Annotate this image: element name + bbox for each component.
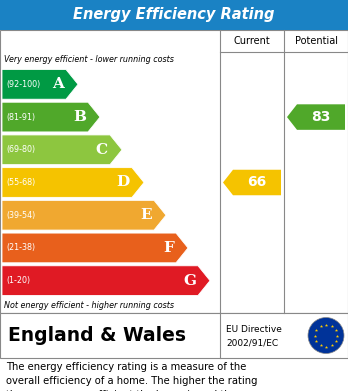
Text: B: B: [73, 110, 86, 124]
Polygon shape: [2, 70, 78, 99]
Text: Very energy efficient - lower running costs: Very energy efficient - lower running co…: [4, 55, 174, 64]
Text: Potential: Potential: [294, 36, 338, 46]
Text: (69-80): (69-80): [6, 145, 35, 154]
Polygon shape: [2, 102, 100, 132]
Text: (81-91): (81-91): [6, 113, 35, 122]
Text: the more energy efficient the home is and the: the more energy efficient the home is an…: [6, 390, 237, 391]
Circle shape: [308, 317, 344, 353]
Polygon shape: [2, 266, 210, 296]
Bar: [0, 30, 348, 313]
Text: (39-54): (39-54): [6, 211, 35, 220]
Text: England & Wales: England & Wales: [8, 326, 186, 345]
Text: (1-20): (1-20): [6, 276, 30, 285]
Polygon shape: [223, 170, 281, 195]
Text: A: A: [52, 77, 64, 91]
Polygon shape: [287, 104, 345, 130]
Text: 66: 66: [247, 176, 267, 190]
Text: (21-38): (21-38): [6, 244, 35, 253]
Polygon shape: [2, 135, 122, 165]
Text: 83: 83: [311, 110, 331, 124]
Text: G: G: [183, 274, 196, 288]
Text: Current: Current: [234, 36, 270, 46]
Text: C: C: [96, 143, 108, 157]
Text: (55-68): (55-68): [6, 178, 35, 187]
Text: (92-100): (92-100): [6, 80, 40, 89]
Polygon shape: [2, 168, 144, 197]
Text: D: D: [117, 176, 130, 190]
Text: E: E: [140, 208, 152, 222]
Polygon shape: [2, 233, 188, 263]
Bar: [0, 313, 348, 358]
Bar: [0, 0, 348, 30]
Text: overall efficiency of a home. The higher the rating: overall efficiency of a home. The higher…: [6, 376, 258, 386]
Polygon shape: [2, 200, 166, 230]
Text: The energy efficiency rating is a measure of the: The energy efficiency rating is a measur…: [6, 362, 246, 372]
Text: Energy Efficiency Rating: Energy Efficiency Rating: [73, 7, 275, 23]
Text: Not energy efficient - higher running costs: Not energy efficient - higher running co…: [4, 301, 174, 310]
Text: EU Directive: EU Directive: [226, 325, 282, 334]
Text: F: F: [163, 241, 174, 255]
Text: 2002/91/EC: 2002/91/EC: [226, 338, 278, 347]
